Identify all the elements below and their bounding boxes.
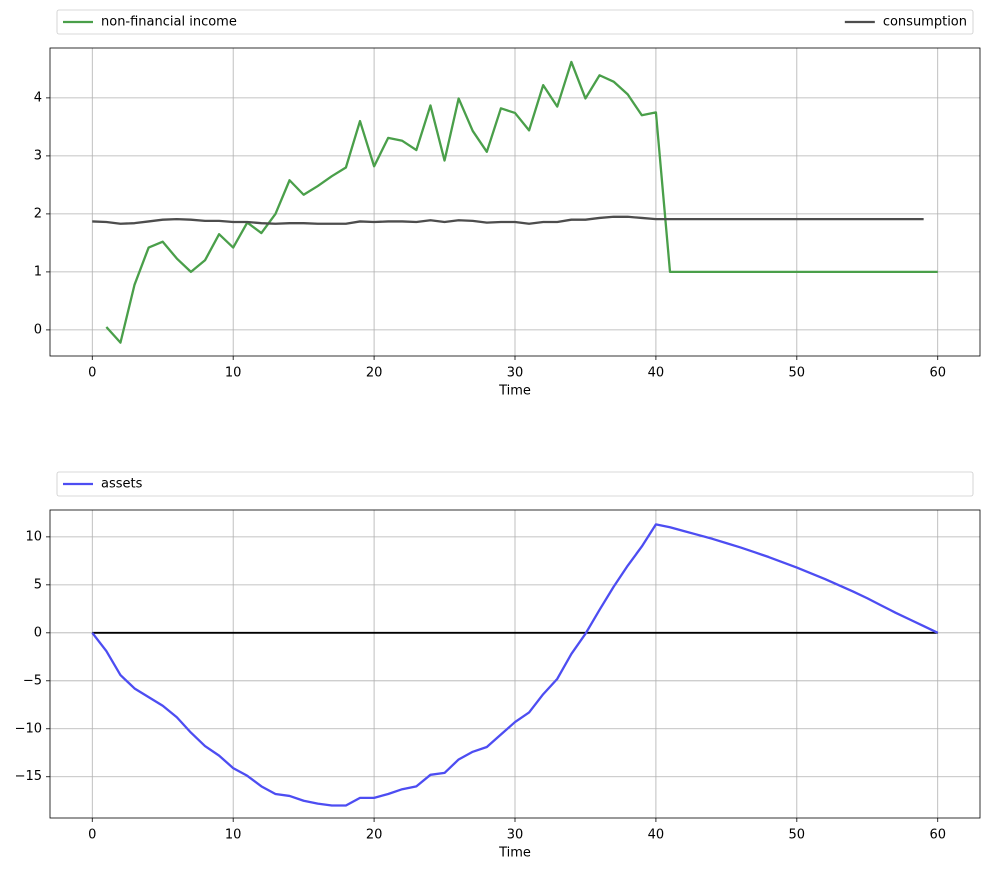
x-tick-label: 40: [648, 366, 665, 381]
y-tick-label: 5: [34, 577, 42, 592]
x-tick-label: 50: [789, 366, 806, 381]
data-line: [92, 215, 924, 225]
plot-frame: [49, 47, 981, 357]
legend-label: consumption: [883, 15, 967, 30]
x-tick-label: 20: [366, 828, 383, 843]
x-tick-label: 10: [225, 828, 242, 843]
y-tick-label: 2: [34, 206, 42, 221]
y-tick-label: 10: [25, 529, 42, 544]
y-tick-label: −5: [23, 673, 42, 688]
x-tick-label: 50: [789, 828, 806, 843]
x-tick-label: 10: [225, 366, 242, 381]
y-tick-label: 0: [34, 625, 42, 640]
legend-box: [56, 9, 974, 35]
x-tick-label: 30: [507, 828, 524, 843]
x-tick-label: 0: [88, 366, 96, 381]
x-axis-label: Time: [498, 846, 531, 861]
plot-frame: [49, 509, 981, 819]
x-tick-label: 40: [648, 828, 665, 843]
x-tick-label: 60: [929, 366, 946, 381]
data-line: [91, 523, 939, 807]
legend-label: assets: [101, 477, 143, 492]
y-tick-label: 1: [34, 264, 42, 279]
x-tick-label: 0: [88, 828, 96, 843]
legend-box: [56, 471, 974, 497]
x-tick-label: 20: [366, 366, 383, 381]
x-axis-label: Time: [498, 384, 531, 399]
x-tick-label: 60: [929, 828, 946, 843]
y-tick-label: −10: [15, 721, 42, 736]
legend-label: non-financial income: [101, 15, 237, 30]
y-tick-label: −15: [15, 769, 42, 784]
y-tick-label: 3: [34, 148, 42, 163]
y-tick-label: 4: [34, 90, 42, 105]
x-tick-label: 30: [507, 366, 524, 381]
data-line: [105, 60, 938, 344]
y-tick-label: 0: [34, 322, 42, 337]
